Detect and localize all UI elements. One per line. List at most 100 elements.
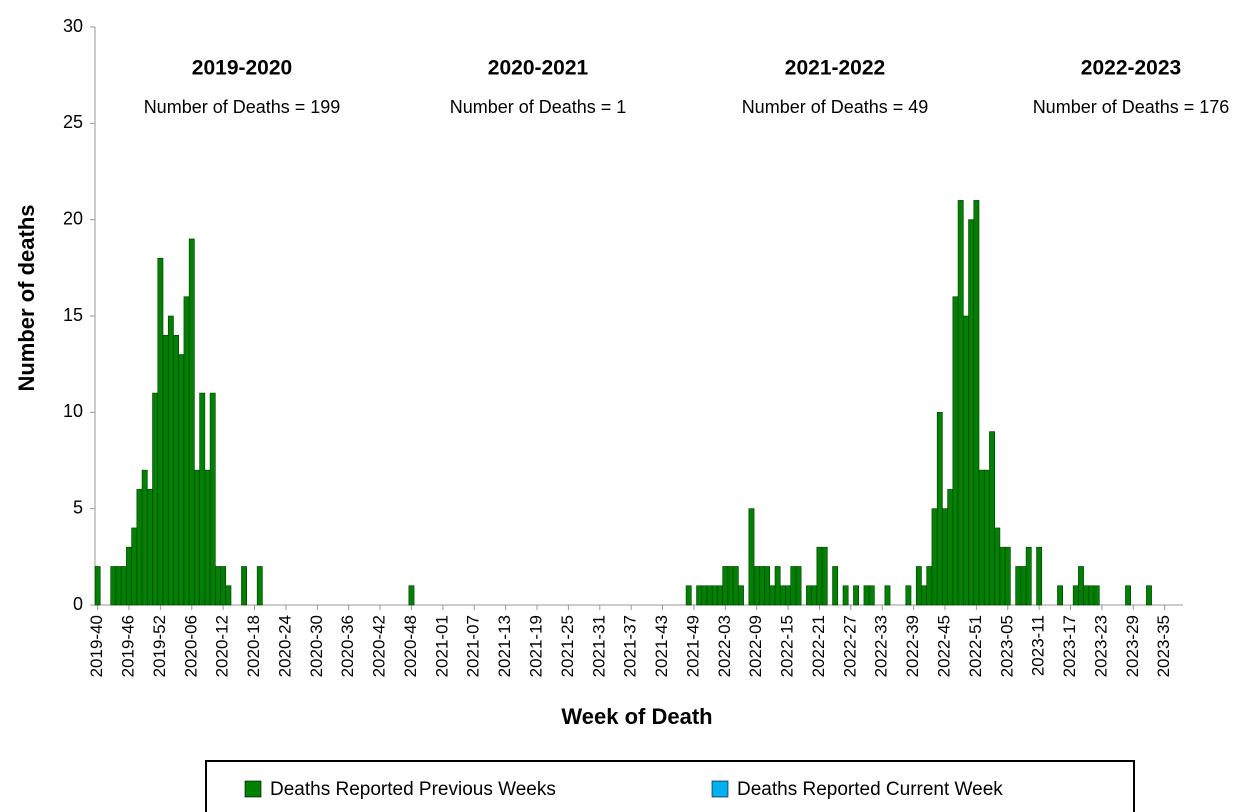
- bar: [152, 392, 159, 606]
- bar: [759, 566, 765, 606]
- season-title: 2019-2020: [192, 57, 292, 80]
- bar: [173, 334, 179, 606]
- bar: [147, 489, 153, 606]
- x-tick-label: 2023-23: [1091, 615, 1110, 677]
- bar: [947, 489, 954, 606]
- bar: [853, 585, 859, 606]
- bar: [1036, 546, 1043, 606]
- x-tick-label: 2022-21: [809, 615, 828, 677]
- y-tick-label: 15: [63, 305, 83, 325]
- y-tick-label: 25: [63, 112, 83, 132]
- bar: [1125, 585, 1131, 606]
- y-axis-title: Number of deaths: [14, 204, 39, 391]
- bar: [701, 585, 708, 606]
- x-tick-label: 2022-45: [934, 615, 953, 677]
- bar: [194, 469, 200, 606]
- x-tick-label: 2021-07: [464, 615, 483, 677]
- bar: [1025, 546, 1032, 606]
- bar: [727, 566, 734, 606]
- x-tick-label: 2023-11: [1029, 615, 1048, 676]
- bar: [774, 566, 781, 606]
- bar: [215, 566, 221, 606]
- x-tick-label: 2020-18: [244, 615, 263, 677]
- x-tick-label: 2020-42: [370, 615, 389, 677]
- bar: [178, 354, 185, 606]
- bar: [94, 566, 101, 606]
- bar: [921, 585, 927, 606]
- season-title: 2020-2021: [488, 57, 589, 80]
- x-tick-label: 2020-06: [181, 615, 200, 677]
- bar: [790, 566, 797, 606]
- bar: [115, 566, 122, 606]
- bar: [973, 200, 980, 606]
- legend-swatch: [711, 780, 729, 798]
- bar: [1093, 585, 1100, 606]
- bar: [816, 546, 823, 606]
- y-tick-label: 10: [63, 401, 83, 421]
- x-tick-label: 2021-25: [558, 615, 577, 677]
- x-tick-label: 2019-46: [118, 615, 137, 677]
- bar: [957, 200, 964, 606]
- bar: [968, 219, 975, 606]
- bar: [926, 566, 933, 606]
- bar: [188, 238, 195, 606]
- bar: [936, 412, 943, 606]
- legend-label: Deaths Reported Current Week: [737, 779, 1003, 800]
- x-tick-label: 2022-51: [966, 615, 985, 677]
- x-tick-label: 2019-52: [150, 615, 169, 677]
- x-tick-label: 2022-33: [872, 615, 891, 677]
- bar: [931, 508, 938, 606]
- y-tick-label: 20: [63, 208, 83, 228]
- bar: [204, 469, 211, 606]
- bar: [769, 585, 776, 606]
- bar: [685, 585, 692, 606]
- x-tick-label: 2022-03: [715, 615, 734, 677]
- bar: [821, 546, 828, 606]
- x-tick-label: 2023-29: [1123, 615, 1142, 677]
- bar: [696, 585, 703, 606]
- y-tick-label: 5: [73, 497, 83, 517]
- bar: [952, 296, 959, 606]
- bar: [1057, 585, 1063, 606]
- x-tick-label: 2022-09: [746, 615, 765, 677]
- x-tick-label: 2021-37: [621, 615, 640, 677]
- x-tick-label: 2021-19: [526, 615, 545, 677]
- bar: [832, 566, 839, 606]
- bar: [167, 315, 174, 606]
- bar: [183, 296, 190, 606]
- legend-label: Deaths Reported Previous Weeks: [270, 779, 556, 800]
- bar: [842, 585, 849, 606]
- bar: [994, 527, 1001, 606]
- season-title: 2021-2022: [785, 57, 885, 80]
- bar: [706, 585, 713, 606]
- bar: [764, 566, 771, 606]
- season-title: 2022-2023: [1081, 57, 1181, 80]
- legend-box: [205, 760, 1135, 812]
- season-deaths: Number of Deaths = 49: [742, 97, 929, 117]
- bar: [978, 469, 985, 606]
- season-deaths: Number of Deaths = 176: [1033, 97, 1230, 117]
- bar: [806, 585, 812, 606]
- x-tick-label: 2020-48: [401, 615, 420, 677]
- bar: [748, 508, 755, 606]
- bar: [1083, 585, 1090, 606]
- y-tick-label: 0: [73, 594, 83, 614]
- bar: [963, 315, 969, 606]
- bar: [868, 585, 875, 606]
- x-tick-label: 2021-31: [589, 615, 608, 677]
- bar: [141, 469, 148, 606]
- x-tick-label: 2021-43: [652, 615, 671, 677]
- bar: [753, 566, 760, 606]
- x-tick-label: 2020-36: [338, 615, 357, 677]
- season-deaths: Number of Deaths = 199: [144, 97, 341, 117]
- y-tick-label: 30: [63, 16, 83, 36]
- season-deaths: Number of Deaths = 1: [450, 97, 627, 117]
- x-tick-label: 2019-40: [87, 615, 106, 677]
- bar: [905, 585, 912, 606]
- x-tick-label: 2022-27: [840, 615, 859, 677]
- bar: [1015, 566, 1022, 606]
- bar: [732, 566, 739, 606]
- bar: [779, 585, 786, 606]
- bar: [711, 585, 718, 606]
- bar: [136, 489, 143, 606]
